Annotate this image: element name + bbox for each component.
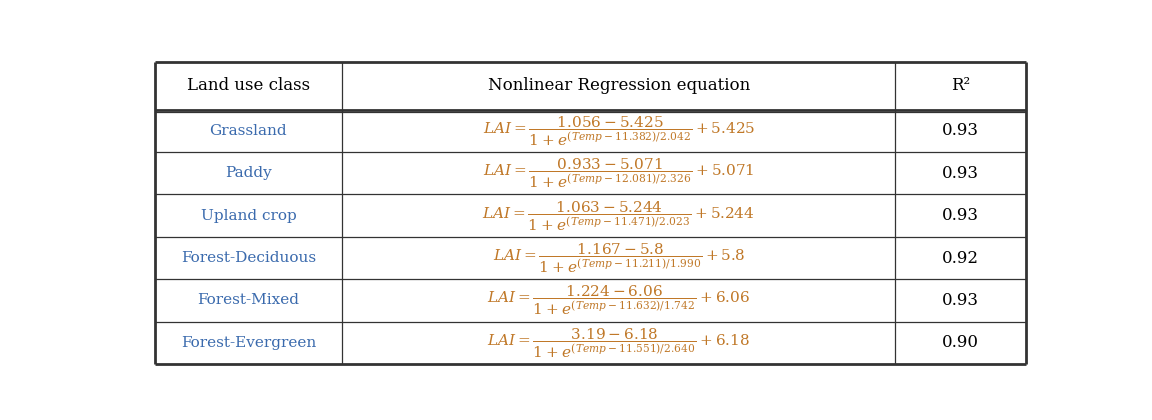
- Text: 0.93: 0.93: [942, 165, 979, 182]
- Text: $\mathit{LAI}{=}\dfrac{0.933 - 5.071}{1+e^{\mathit{(Temp - 12.081)/2.326}}}+5.07: $\mathit{LAI}{=}\dfrac{0.933 - 5.071}{1+…: [483, 156, 755, 190]
- Text: 0.92: 0.92: [942, 249, 979, 267]
- Text: Paddy: Paddy: [225, 166, 272, 180]
- Text: $\mathit{LAI}{=}\dfrac{1.056 - 5.425}{1+e^{\mathit{(Temp - 11.382)/2.042}}}+5.42: $\mathit{LAI}{=}\dfrac{1.056 - 5.425}{1+…: [483, 114, 755, 148]
- Text: Nonlinear Regression equation: Nonlinear Regression equation: [487, 77, 750, 94]
- Text: Forest-Mixed: Forest-Mixed: [197, 294, 300, 307]
- Text: $\mathit{LAI}{=}\dfrac{1.063 - 5.244}{1+e^{\mathit{(Temp - 11.471)/2.023}}}+5.24: $\mathit{LAI}{=}\dfrac{1.063 - 5.244}{1+…: [483, 199, 755, 233]
- Text: $\mathit{LAI}{=}\dfrac{1.167 - 5.8}{1+e^{\mathit{(Temp - 11.211)/1.990}}}+5.8$: $\mathit{LAI}{=}\dfrac{1.167 - 5.8}{1+e^…: [493, 241, 745, 275]
- Text: R²: R²: [952, 77, 970, 94]
- Text: Grassland: Grassland: [210, 124, 287, 138]
- Text: 0.93: 0.93: [942, 122, 979, 139]
- Text: $\mathit{LAI}{=}\dfrac{3.19 - 6.18}{1+e^{\mathit{(Temp - 11.551)/2.640}}}+6.18$: $\mathit{LAI}{=}\dfrac{3.19 - 6.18}{1+e^…: [487, 326, 750, 360]
- Text: Forest-Deciduous: Forest-Deciduous: [181, 251, 316, 265]
- Text: Land use class: Land use class: [187, 77, 310, 94]
- Text: 0.90: 0.90: [942, 334, 979, 352]
- Text: Upland crop: Upland crop: [200, 209, 296, 223]
- Text: $\mathit{LAI}{=}\dfrac{1.224 - 6.06}{1+e^{\mathit{(Temp - 11.632)/1.742}}}+6.06$: $\mathit{LAI}{=}\dfrac{1.224 - 6.06}{1+e…: [487, 284, 750, 318]
- Text: 0.93: 0.93: [942, 207, 979, 224]
- Text: 0.93: 0.93: [942, 292, 979, 309]
- Text: Forest-Evergreen: Forest-Evergreen: [181, 336, 316, 350]
